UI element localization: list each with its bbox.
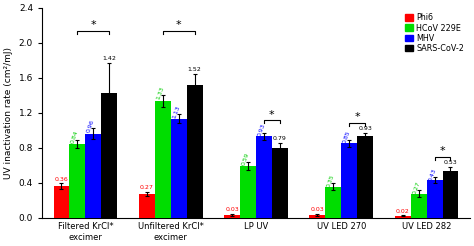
Bar <box>427 180 443 217</box>
Bar <box>101 93 117 217</box>
Text: 0.27: 0.27 <box>140 185 154 190</box>
Bar <box>171 119 187 217</box>
Text: 1.42: 1.42 <box>102 56 116 61</box>
Text: *: * <box>440 146 446 156</box>
Text: *: * <box>355 112 360 122</box>
Bar <box>443 171 458 217</box>
Bar <box>155 101 171 217</box>
Bar <box>69 144 85 217</box>
Text: 0.35: 0.35 <box>326 173 336 188</box>
Bar <box>395 216 410 217</box>
Bar <box>139 194 155 217</box>
Text: 0.85: 0.85 <box>342 130 352 144</box>
Text: 1.13: 1.13 <box>172 105 181 119</box>
Bar <box>341 143 357 217</box>
Text: 0.59: 0.59 <box>241 152 250 166</box>
Text: 0.93: 0.93 <box>257 123 266 138</box>
Text: 0.03: 0.03 <box>310 207 324 212</box>
Bar <box>256 136 272 217</box>
Text: 0.84: 0.84 <box>70 130 80 144</box>
Text: 1.52: 1.52 <box>188 67 201 72</box>
Text: 0.96: 0.96 <box>86 118 96 133</box>
Bar <box>240 166 256 217</box>
Bar <box>325 187 341 217</box>
Bar <box>357 136 373 217</box>
Text: 0.43: 0.43 <box>428 167 437 182</box>
Bar <box>272 149 288 217</box>
Text: 0.79: 0.79 <box>273 137 287 141</box>
Bar <box>85 134 101 217</box>
Bar <box>224 215 240 217</box>
Text: 0.93: 0.93 <box>358 126 372 131</box>
Text: *: * <box>269 110 275 120</box>
Text: 0.36: 0.36 <box>55 177 68 182</box>
Bar <box>54 186 69 217</box>
Legend: Phi6, HCoV 229E, MHV, SARS-CoV-2: Phi6, HCoV 229E, MHV, SARS-CoV-2 <box>403 12 466 55</box>
Text: 0.02: 0.02 <box>396 209 410 214</box>
Bar <box>410 194 427 217</box>
Y-axis label: UV inactivation rate (cm²/mJ): UV inactivation rate (cm²/mJ) <box>4 47 13 179</box>
Text: *: * <box>91 20 96 31</box>
Text: 0.03: 0.03 <box>225 207 239 212</box>
Bar <box>310 215 325 217</box>
Text: 0.53: 0.53 <box>444 160 457 165</box>
Text: 0.27: 0.27 <box>411 181 421 195</box>
Text: 1.33: 1.33 <box>155 85 165 100</box>
Text: *: * <box>176 20 182 31</box>
Bar <box>187 85 202 217</box>
